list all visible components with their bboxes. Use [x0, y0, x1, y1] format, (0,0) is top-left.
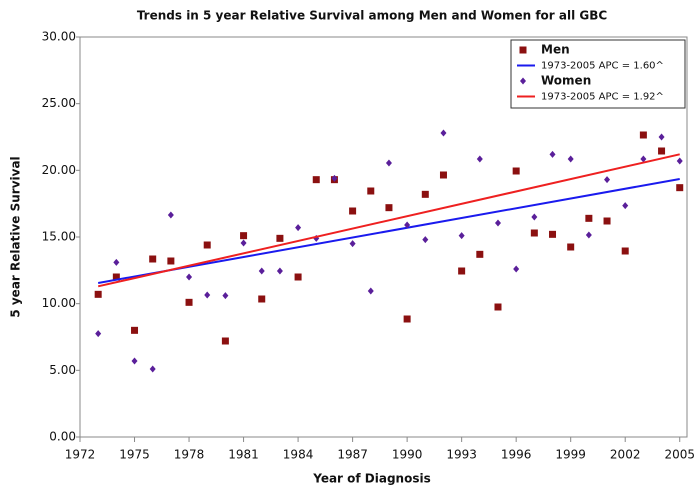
point [567, 243, 575, 251]
point [585, 214, 593, 222]
y-tick-label: 25.00 [42, 96, 76, 110]
point [567, 155, 574, 163]
point [131, 326, 139, 334]
point [204, 291, 211, 299]
point [222, 292, 229, 300]
legend-label: Women [541, 74, 591, 88]
trend-line [97, 178, 680, 284]
x-tick-label: 1975 [119, 448, 150, 462]
legend-swatch [520, 77, 526, 85]
point [258, 267, 265, 275]
x-tick-label: 1984 [283, 448, 314, 462]
point [603, 217, 611, 225]
point [439, 171, 447, 179]
point [258, 295, 266, 303]
point [531, 213, 538, 221]
point [167, 257, 175, 265]
point [640, 155, 647, 163]
point [403, 315, 411, 323]
x-tick-label: 1972 [65, 448, 96, 462]
point [113, 258, 120, 266]
point [530, 229, 538, 237]
x-tick-label: 1978 [174, 448, 205, 462]
point [367, 287, 374, 295]
x-tick-label: 1990 [392, 448, 423, 462]
point [276, 234, 284, 242]
y-tick-label: 30.00 [42, 30, 76, 44]
x-tick-label: 2002 [610, 448, 641, 462]
x-tick-label: 1993 [446, 448, 477, 462]
point [331, 174, 338, 182]
point [639, 131, 647, 139]
chart-title: Trends in 5 year Relative Survival among… [137, 9, 608, 23]
point [658, 133, 665, 141]
point [149, 365, 156, 373]
point [367, 187, 375, 195]
trend-line [97, 153, 680, 288]
point [167, 211, 174, 219]
point [385, 204, 393, 212]
point [385, 159, 392, 167]
point [494, 219, 501, 227]
point [94, 290, 102, 298]
point [349, 240, 356, 248]
point [622, 202, 629, 210]
y-tick-label: 15.00 [42, 230, 76, 244]
point [676, 157, 683, 165]
legend-box [510, 39, 686, 109]
y-tick-label: 10.00 [42, 296, 76, 310]
point [295, 224, 302, 232]
y-tick-label: 20.00 [42, 163, 76, 177]
point [112, 273, 120, 281]
point [549, 230, 557, 238]
point [621, 247, 629, 255]
point [294, 273, 302, 281]
x-tick-label: 1999 [555, 448, 586, 462]
point [349, 207, 357, 215]
point [276, 267, 283, 275]
point [476, 155, 483, 163]
point [440, 129, 447, 137]
point [221, 337, 229, 345]
point [604, 176, 611, 184]
x-axis-label: Year of Diagnosis [312, 472, 431, 486]
point [658, 147, 666, 155]
point [676, 184, 684, 192]
point [458, 267, 466, 275]
x-tick-label: 2005 [664, 448, 695, 462]
y-tick-label: 0.00 [49, 430, 76, 444]
point [476, 250, 484, 258]
point [312, 176, 320, 184]
point [421, 190, 429, 198]
point [404, 221, 411, 229]
point [203, 241, 211, 249]
point [149, 255, 157, 263]
y-tick-label: 5.00 [49, 363, 76, 377]
point [185, 298, 193, 306]
legend-swatch [519, 46, 527, 54]
x-tick-label: 1996 [501, 448, 532, 462]
x-tick-label: 1981 [228, 448, 259, 462]
point [240, 239, 247, 247]
point [186, 273, 193, 281]
legend-label: 1973-2005 APC = 1.60^ [541, 61, 664, 72]
x-tick-label: 1987 [337, 448, 368, 462]
legend-label: 1973-2005 APC = 1.92^ [541, 92, 664, 103]
point [422, 236, 429, 244]
point [494, 303, 502, 311]
point [240, 232, 248, 240]
point [513, 265, 520, 273]
point [549, 150, 556, 158]
y-axis-label: 5 year Relative Survival [9, 156, 23, 317]
point [95, 330, 102, 338]
point [458, 232, 465, 240]
point [585, 231, 592, 239]
point [512, 167, 520, 175]
legend-label: Men [541, 43, 570, 57]
point [131, 357, 138, 365]
